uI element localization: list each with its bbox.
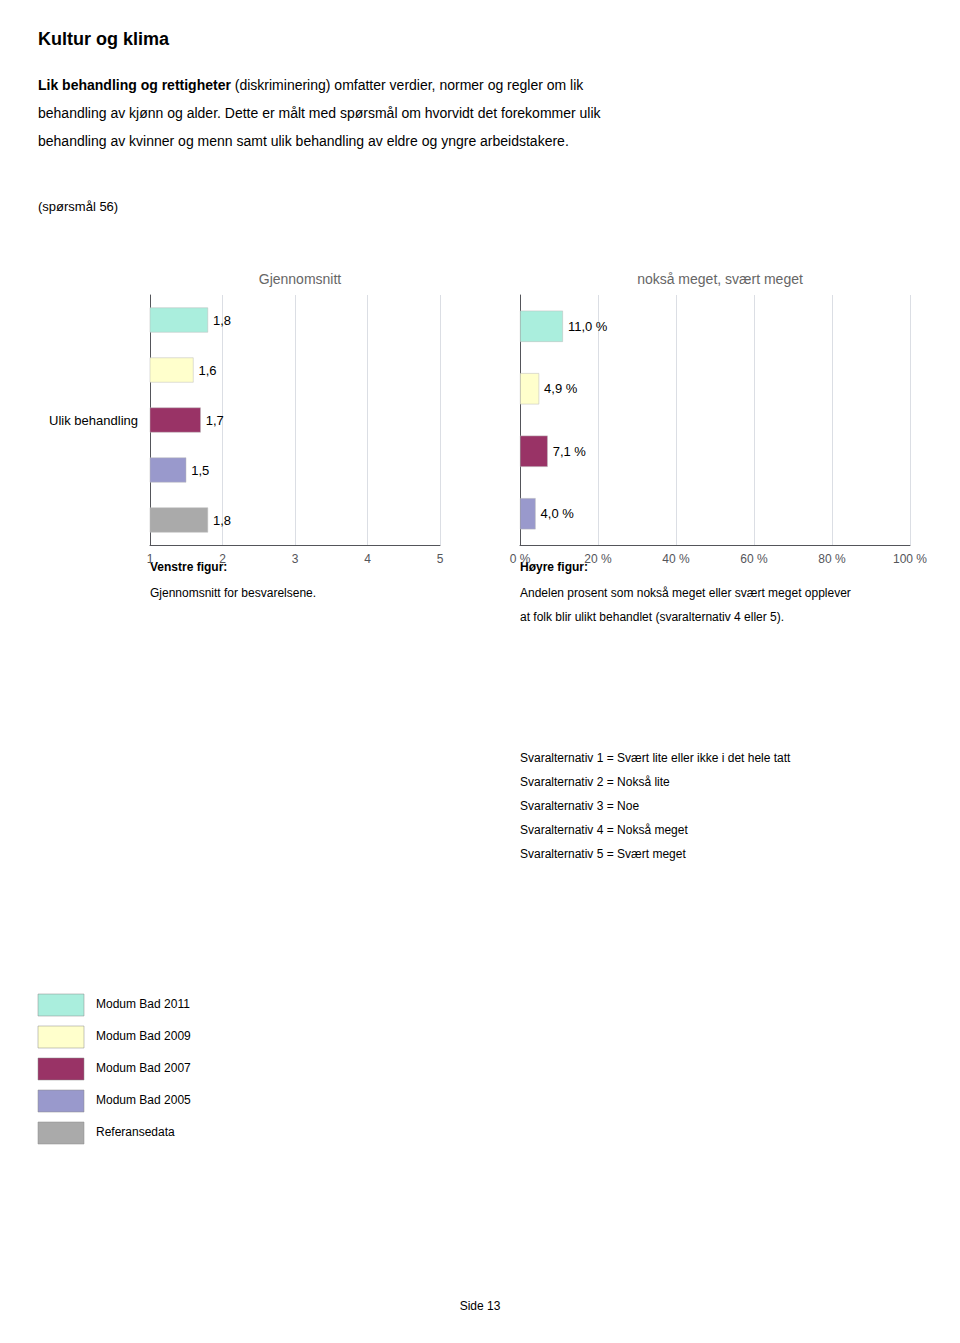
svg-text:behandling av kvinner og menn: behandling av kvinner og menn samt ulik …	[38, 133, 569, 149]
svg-text:1,8: 1,8	[213, 513, 231, 528]
svg-text:4: 4	[364, 552, 371, 566]
svg-text:at folk blir ulikt behandlet (: at folk blir ulikt behandlet (svaraltern…	[520, 610, 784, 624]
svg-text:Venstre figur:: Venstre figur:	[150, 560, 227, 574]
svg-text:behandling av kjønn og alder.: behandling av kjønn og alder. Dette er m…	[38, 105, 602, 121]
svg-text:5: 5	[437, 552, 444, 566]
svg-text:1,7: 1,7	[206, 413, 224, 428]
svg-text:1,8: 1,8	[213, 313, 231, 328]
svg-text:0 %: 0 %	[510, 552, 531, 566]
svg-text:Andelen prosent som nokså mege: Andelen prosent som nokså meget eller sv…	[520, 586, 851, 600]
svg-text:3: 3	[292, 552, 299, 566]
svg-text:Ulik behandling: Ulik behandling	[49, 413, 138, 428]
svg-text:Side 13: Side 13	[460, 1299, 501, 1313]
svg-text:100 %: 100 %	[893, 552, 927, 566]
svg-text:60 %: 60 %	[740, 552, 768, 566]
svg-text:Svaralternativ 4 = Nokså meget: Svaralternativ 4 = Nokså meget	[520, 823, 688, 837]
svg-text:Svaralternativ 2 = Nokså lite: Svaralternativ 2 = Nokså lite	[520, 775, 670, 789]
svg-text:Lik behandling og rettigheter: Lik behandling og rettigheter	[38, 77, 231, 93]
svg-text:(diskriminering) omfatter verd: (diskriminering) omfatter verdier, norme…	[231, 77, 584, 93]
svg-text:20 %: 20 %	[584, 552, 612, 566]
svg-text:4,9 %: 4,9 %	[544, 381, 578, 396]
svg-text:11,0 %: 11,0 %	[568, 319, 608, 334]
svg-text:7,1 %: 7,1 %	[553, 444, 587, 459]
svg-text:Kultur og klima: Kultur og klima	[38, 29, 170, 49]
svg-text:80 %: 80 %	[818, 552, 846, 566]
svg-text:4,0 %: 4,0 %	[541, 506, 575, 521]
svg-text:1,5: 1,5	[191, 463, 209, 478]
svg-text:2: 2	[219, 552, 226, 566]
svg-text:Modum Bad 2007: Modum Bad 2007	[96, 1061, 191, 1075]
svg-text:Høyre figur:: Høyre figur:	[520, 560, 588, 574]
svg-text:40 %: 40 %	[662, 552, 690, 566]
svg-text:Modum Bad 2011: Modum Bad 2011	[96, 997, 190, 1011]
svg-text:Gjennomsnitt for besvarelsene.: Gjennomsnitt for besvarelsene.	[150, 586, 316, 600]
svg-text:Svaralternativ 3 = Noe: Svaralternativ 3 = Noe	[520, 799, 639, 813]
svg-text:nokså meget, svært meget: nokså meget, svært meget	[637, 271, 803, 287]
svg-text:Modum Bad 2009: Modum Bad 2009	[96, 1029, 191, 1043]
svg-text:Svaralternativ 5 = Svært meget: Svaralternativ 5 = Svært meget	[520, 847, 686, 861]
svg-text:Svaralternativ 1 = Svært lite: Svaralternativ 1 = Svært lite eller ikke…	[520, 751, 791, 765]
svg-text:Gjennomsnitt: Gjennomsnitt	[259, 271, 342, 287]
svg-text:Referansedata: Referansedata	[96, 1125, 175, 1139]
svg-text:(spørsmål 56): (spørsmål 56)	[38, 199, 118, 214]
svg-text:Modum Bad 2005: Modum Bad 2005	[96, 1093, 191, 1107]
svg-text:1,6: 1,6	[199, 363, 217, 378]
svg-text:1: 1	[147, 552, 154, 566]
